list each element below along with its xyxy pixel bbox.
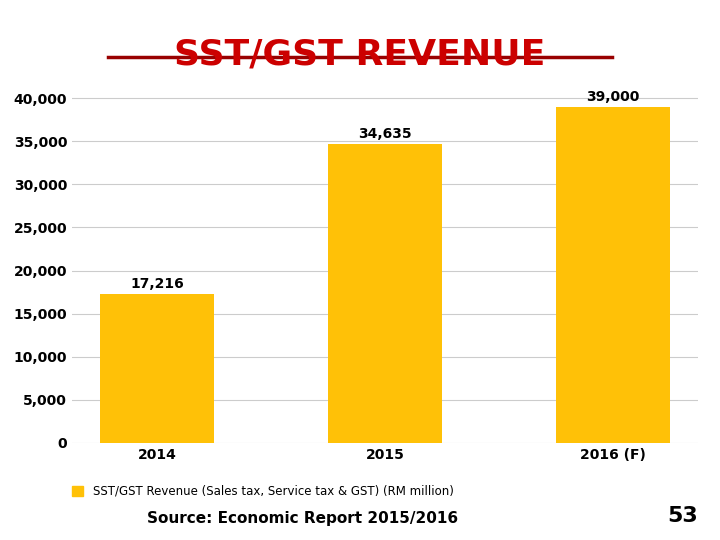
Text: 39,000: 39,000 xyxy=(586,90,639,104)
Text: 17,216: 17,216 xyxy=(130,278,184,292)
Bar xyxy=(556,107,670,443)
Legend: SST/GST Revenue (Sales tax, Service tax & GST) (RM million): SST/GST Revenue (Sales tax, Service tax … xyxy=(71,485,454,498)
Text: SST/GST REVENUE: SST/GST REVENUE xyxy=(174,38,546,72)
Text: 53: 53 xyxy=(667,507,698,526)
Text: 34,635: 34,635 xyxy=(359,127,412,141)
Bar xyxy=(101,294,215,443)
Bar xyxy=(328,144,442,443)
Text: Source: Economic Report 2015/2016: Source: Economic Report 2015/2016 xyxy=(147,511,458,526)
